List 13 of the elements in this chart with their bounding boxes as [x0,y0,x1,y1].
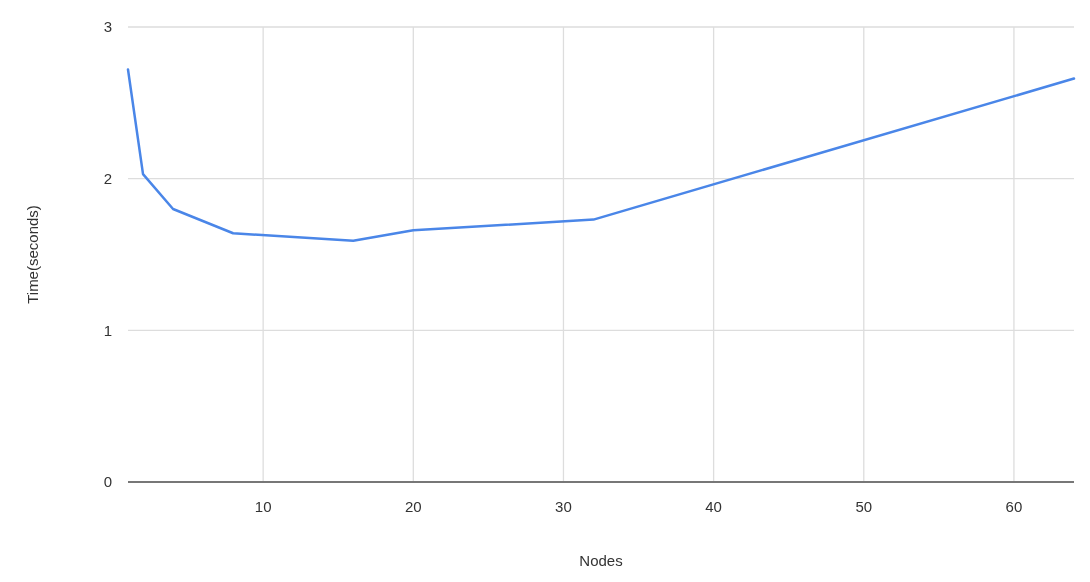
line-series [126,68,1076,243]
x-tick-label: 40 [705,498,722,515]
y-tick-label: 2 [103,169,112,187]
x-tick-label: 10 [254,498,272,515]
y-tick-label: 1 [103,321,112,339]
y-tick-label: 3 [103,18,112,36]
y-tick-label: 0 [103,473,112,491]
x-tick-label: 20 [404,498,422,515]
x-tick-label: 50 [855,498,873,515]
x-tick-label: 30 [555,498,572,515]
x-axis-title: Nodes [579,552,623,569]
x-tick-label: 60 [1005,498,1023,515]
y-axis-title: Time(seconds) [24,205,41,304]
